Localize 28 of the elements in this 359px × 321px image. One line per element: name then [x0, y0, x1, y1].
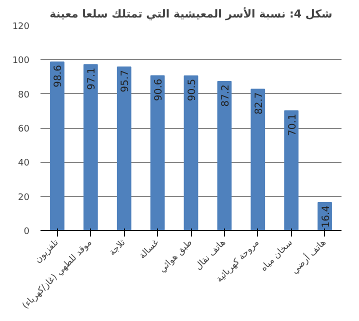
data-label: 16.4: [320, 205, 332, 228]
y-tick-label: 60: [18, 124, 30, 134]
data-label: 97.1: [86, 68, 98, 90]
y-tick-label: 40: [18, 158, 30, 169]
y-tick-label: 20: [18, 192, 30, 203]
y-tick-label: 120: [12, 22, 30, 32]
data-label: 90.5: [187, 78, 198, 102]
x-tick-label: تلفزيون: [33, 238, 62, 266]
x-tick-label: ثلاجة: [108, 238, 128, 258]
data-label: 95.7: [120, 70, 132, 92]
bar: [184, 75, 198, 230]
data-label: 70.1: [287, 114, 298, 136]
bar: [284, 110, 299, 230]
bar: [50, 62, 64, 230]
chart-title: شكل 4: نسبة الأسر المعيشية التي تمتلك سلعا معينة: [50, 6, 332, 20]
data-label: 82.7: [254, 92, 265, 114]
y-tick-label: 0: [24, 227, 30, 237]
y-tick-label: 100: [12, 56, 30, 66]
y-tick-label: 80: [18, 90, 30, 100]
bar: [250, 88, 266, 230]
bar: [116, 66, 132, 230]
bar: [150, 75, 165, 230]
x-tick-label: سخان مياه: [259, 238, 295, 274]
bar: [217, 81, 232, 230]
data-label: 98.6: [53, 65, 64, 88]
data-label: 90.6: [154, 78, 165, 101]
data-label: 87.2: [220, 84, 232, 107]
bar: [83, 64, 98, 230]
